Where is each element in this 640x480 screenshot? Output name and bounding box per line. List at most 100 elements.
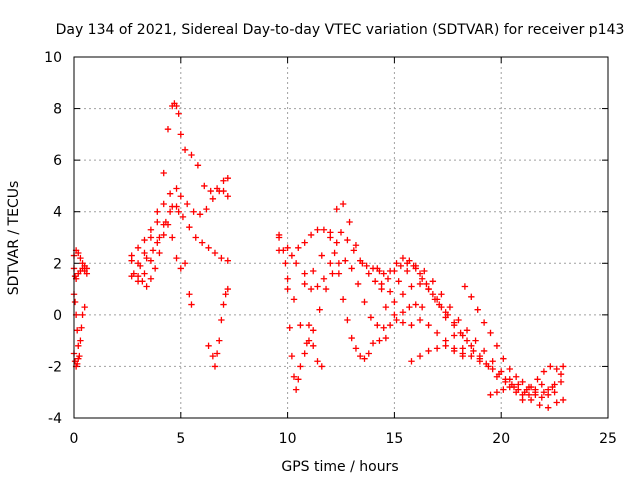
data-point [352, 345, 360, 352]
data-point [346, 218, 353, 226]
data-point [322, 285, 330, 293]
data-point [544, 404, 552, 411]
data-point [335, 260, 343, 267]
data-point [224, 193, 231, 200]
data-point [438, 291, 445, 298]
data-point [498, 368, 505, 375]
data-point [141, 270, 148, 277]
data-point [147, 226, 155, 233]
y-axis-label: SDTVAR / TECUs [6, 181, 22, 296]
data-point [166, 190, 174, 197]
data-point [303, 340, 311, 347]
data-point [433, 345, 441, 352]
data-point [393, 260, 400, 267]
series-arc-g [128, 203, 231, 285]
data-point [186, 223, 193, 231]
data-point [348, 265, 355, 272]
data-point [301, 270, 308, 277]
data-point [211, 363, 219, 370]
x-tick-label: 15 [385, 431, 403, 447]
series-arc-c [70, 291, 88, 360]
data-point [408, 321, 415, 329]
data-point [175, 110, 182, 117]
data-point [446, 303, 454, 311]
series-arc-o [301, 229, 383, 293]
data-point [527, 396, 535, 404]
data-point [149, 247, 157, 254]
data-point [188, 151, 195, 159]
data-point [397, 262, 405, 270]
data-point [224, 285, 231, 293]
data-point [154, 208, 161, 215]
y-tick-label: -2 [48, 359, 62, 375]
data-point [190, 208, 197, 215]
data-point [192, 234, 199, 241]
data-point [339, 200, 347, 208]
data-point [538, 394, 545, 401]
x-tick-label: 5 [176, 431, 185, 447]
data-point [459, 332, 466, 339]
data-point [416, 352, 424, 360]
data-point [314, 358, 321, 365]
data-point [186, 291, 193, 298]
data-point [506, 365, 513, 373]
data-point [468, 293, 475, 301]
series-arc-l [275, 226, 390, 362]
data-point [416, 316, 424, 324]
plot-frame [73, 56, 609, 419]
data-point [480, 319, 488, 326]
data-point [391, 311, 398, 319]
data-point [525, 383, 533, 391]
data-point [213, 350, 221, 357]
data-point [333, 239, 340, 246]
data-point [399, 291, 407, 298]
data-point [333, 205, 340, 213]
y-tick-label: 4 [53, 205, 62, 221]
data-point [393, 316, 400, 324]
x-tick-label: 20 [492, 431, 510, 447]
data-point [224, 174, 231, 182]
data-point [551, 389, 558, 396]
data-point [519, 396, 526, 404]
data-point [307, 231, 315, 239]
data-point [160, 169, 167, 177]
y-tick-label: 10 [44, 50, 62, 66]
data-point [416, 280, 424, 288]
data-point [493, 389, 501, 396]
data-point [502, 378, 509, 386]
data-point [451, 321, 458, 329]
data-point [374, 265, 381, 272]
data-point [416, 270, 424, 277]
data-point [179, 213, 187, 221]
data-point [557, 370, 565, 378]
x-axis-label: GPS time / hours [281, 459, 398, 475]
data-point [408, 283, 415, 290]
data-point [327, 229, 334, 236]
data-point [500, 355, 507, 362]
data-point [320, 275, 328, 282]
data-point [307, 285, 315, 293]
data-point [365, 270, 372, 277]
data-point [224, 257, 231, 264]
data-points [70, 100, 567, 411]
data-point [361, 298, 368, 306]
data-point [553, 399, 560, 406]
data-point [316, 306, 323, 313]
data-point [310, 342, 317, 349]
series-arc-s [382, 280, 567, 411]
data-point [382, 334, 390, 342]
data-point [160, 200, 167, 208]
data-point [425, 321, 432, 329]
data-point [314, 226, 321, 233]
data-point [194, 162, 202, 169]
data-point [169, 203, 176, 210]
data-point [288, 252, 296, 259]
data-point [143, 283, 150, 290]
data-point [297, 363, 304, 370]
data-point [205, 244, 212, 252]
data-point [75, 249, 82, 257]
data-point [418, 275, 426, 282]
data-point [559, 396, 567, 404]
axis-ticks: 0 5 10 15 20 25 -4 -2 0 2 4 6 8 10 [44, 50, 617, 447]
data-point [205, 342, 212, 349]
